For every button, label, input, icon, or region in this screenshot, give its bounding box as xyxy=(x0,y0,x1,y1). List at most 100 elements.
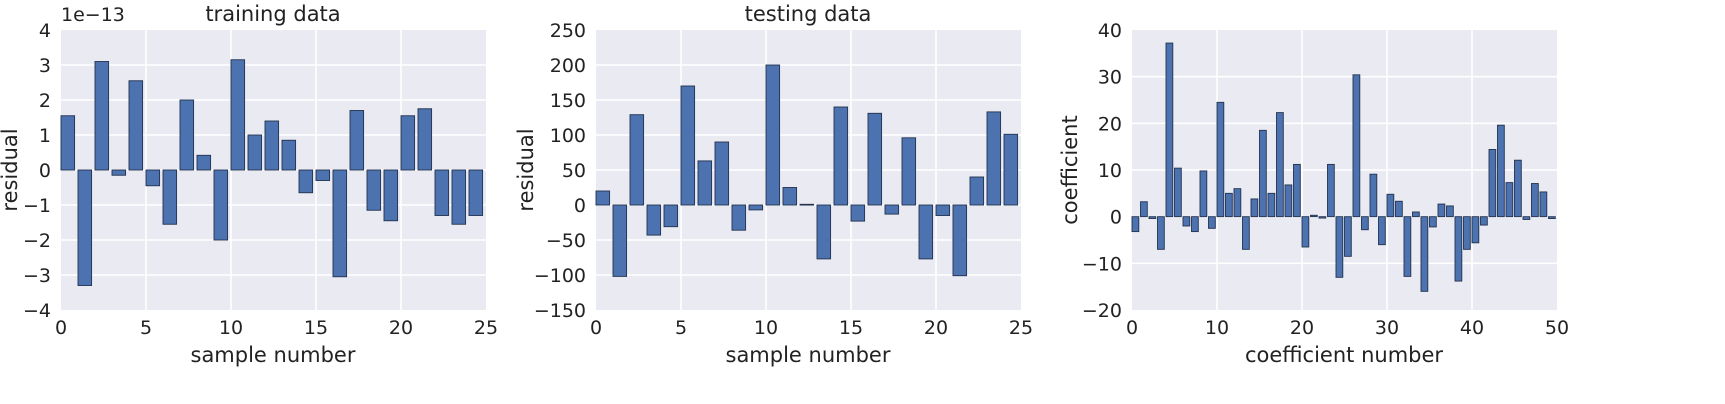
bar xyxy=(680,85,696,206)
bar xyxy=(94,61,110,171)
x-axis-label-testing: sample number xyxy=(726,343,891,367)
bar xyxy=(595,190,611,206)
bar xyxy=(298,169,314,194)
bar xyxy=(1378,216,1386,246)
bar xyxy=(1437,203,1446,218)
bar xyxy=(663,204,679,228)
bar xyxy=(128,80,144,171)
gridlines-coefficients xyxy=(1132,30,1557,310)
bar xyxy=(850,204,866,222)
x-tick-label: 40 xyxy=(1460,317,1484,339)
bar xyxy=(247,134,263,171)
y-tick-label: −2 xyxy=(23,230,51,252)
chart-panel-coefficients: 0 10 20 30 40 50 −20 −10 0 10 20 30 40 coefficient … xyxy=(1058,20,1569,367)
y-axis-label-testing: residual xyxy=(514,128,538,211)
y-tick-label: −4 xyxy=(23,300,51,322)
y-tick-label: 0 xyxy=(1110,207,1122,229)
bar xyxy=(833,106,849,206)
x-axis-label-coefficients: coefficient number xyxy=(1245,343,1443,367)
bar xyxy=(646,204,662,236)
bar xyxy=(60,115,76,171)
bar xyxy=(1420,216,1429,292)
bar xyxy=(1267,192,1276,218)
x-tick-label: 15 xyxy=(839,317,863,339)
bar xyxy=(332,169,348,278)
bar xyxy=(1284,184,1293,218)
chart-panel-testing: 0 5 10 15 20 25 −150 −100 −50 0 50 100 150 200 250 te… xyxy=(514,2,1033,367)
bar xyxy=(1463,216,1471,250)
bar xyxy=(1403,216,1412,277)
y-tick-label: −1 xyxy=(23,195,51,217)
bar xyxy=(434,169,450,216)
x-tick-label: 0 xyxy=(590,317,602,339)
bar xyxy=(1216,101,1225,218)
bar xyxy=(1471,216,1480,244)
bar xyxy=(1522,216,1531,220)
bar xyxy=(1344,216,1352,257)
bar xyxy=(264,120,280,171)
x-tick-label: 25 xyxy=(1009,317,1033,339)
x-tick-label: 0 xyxy=(1126,317,1138,339)
y-tick-labels-testing: −150 −100 −50 0 50 100 150 200 250 xyxy=(534,20,586,322)
y-tick-label: 0 xyxy=(39,160,51,182)
bar xyxy=(969,176,985,206)
bar xyxy=(1488,149,1497,218)
x-tick-label: 25 xyxy=(474,317,498,339)
x-tick-label: 15 xyxy=(304,317,328,339)
bar xyxy=(1276,112,1284,218)
bar xyxy=(629,114,645,206)
bar xyxy=(1369,173,1378,218)
bar xyxy=(281,139,297,171)
bar xyxy=(901,137,917,206)
bar xyxy=(1003,133,1019,206)
bar xyxy=(1361,216,1369,231)
bar xyxy=(315,169,331,181)
bar xyxy=(799,203,815,206)
x-tick-label: 10 xyxy=(754,317,778,339)
bar xyxy=(383,169,399,222)
bar xyxy=(111,169,127,176)
bar xyxy=(748,204,764,211)
bar xyxy=(731,204,747,231)
chart-title-testing: testing data xyxy=(745,2,872,26)
bar xyxy=(1199,170,1208,218)
y-tick-label: −150 xyxy=(534,300,586,322)
bar xyxy=(1454,216,1463,282)
bar xyxy=(1429,216,1437,228)
y-tick-labels-training: −4 −3 −2 −1 0 1 2 3 4 xyxy=(23,20,51,322)
bar xyxy=(867,112,883,206)
y-tick-label: 200 xyxy=(550,55,586,77)
y-tick-label: 50 xyxy=(562,160,586,182)
bar xyxy=(714,141,730,206)
bar xyxy=(1191,216,1199,233)
bar xyxy=(1165,42,1174,218)
x-tick-label: 20 xyxy=(389,317,413,339)
bar xyxy=(230,59,246,171)
bar xyxy=(1514,159,1522,218)
bar xyxy=(1157,216,1165,250)
y-tick-label: 2 xyxy=(39,90,51,112)
x-tick-label: 5 xyxy=(140,317,152,339)
bar xyxy=(1174,167,1182,218)
x-tick-label: 30 xyxy=(1375,317,1399,339)
x-axis-label-training: sample number xyxy=(191,343,356,367)
bar xyxy=(986,111,1002,206)
chart-panel-training: 0 5 10 15 20 25 −4 −3 −2 −1 0 1 2 3 4 training data 1… xyxy=(0,2,498,367)
y-tick-label: 250 xyxy=(550,20,586,42)
bar xyxy=(1505,182,1514,218)
x-tick-label: 0 xyxy=(55,317,67,339)
bar xyxy=(1386,193,1395,218)
y-tick-label: −20 xyxy=(1082,300,1122,322)
bar xyxy=(1225,192,1233,218)
x-tick-label: 10 xyxy=(219,317,243,339)
x-tick-label: 5 xyxy=(675,317,687,339)
bar xyxy=(162,169,178,225)
bar xyxy=(952,204,968,277)
x-tick-label: 50 xyxy=(1545,317,1569,339)
bar xyxy=(1480,216,1488,226)
bar xyxy=(697,160,713,206)
y-tick-label: −100 xyxy=(534,265,586,287)
bar xyxy=(417,108,433,171)
bar xyxy=(468,169,484,216)
